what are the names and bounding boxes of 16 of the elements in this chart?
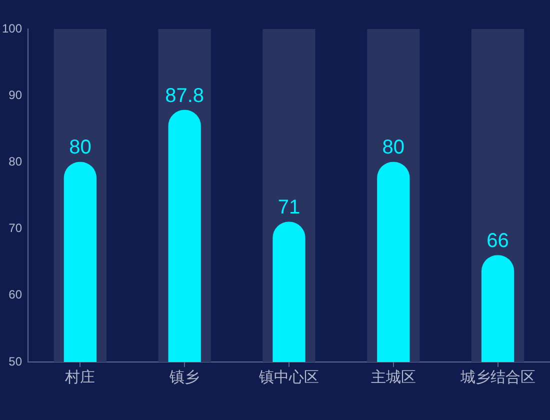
x-tick-label: 城乡结合区 — [459, 369, 536, 386]
y-tick-label: 90 — [8, 88, 22, 102]
data-label: 87.8 — [165, 84, 204, 107]
x-tick-label: 镇中心区 — [258, 369, 319, 386]
data-label: 80 — [69, 136, 92, 159]
data-label: 66 — [486, 230, 509, 252]
x-tick-label: 镇乡 — [168, 369, 200, 386]
y-tick-label: 100 — [2, 21, 22, 36]
x-tick-label: 村庄 — [64, 369, 96, 386]
data-label: 80 — [382, 136, 405, 159]
x-tick-label: 主城区 — [370, 369, 416, 386]
y-tick-label: 50 — [8, 354, 22, 368]
y-tick-label: 80 — [8, 154, 22, 169]
data-label: 71 — [278, 196, 300, 219]
y-tick-label: 70 — [8, 221, 22, 236]
y-tick-label: 60 — [8, 288, 22, 302]
